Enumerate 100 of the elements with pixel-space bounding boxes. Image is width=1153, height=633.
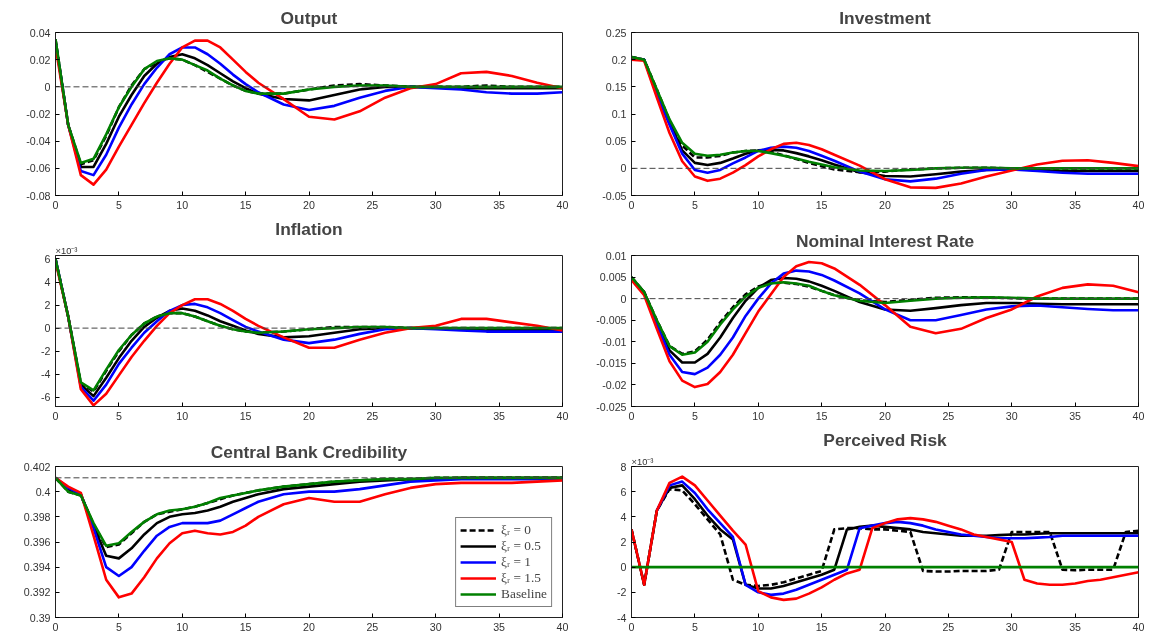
y-tick-label: 0.4	[35, 485, 51, 498]
x-tick-label: 15	[239, 620, 252, 633]
x-tick-label: 0	[628, 620, 635, 633]
y-tick-label: -0.02	[602, 378, 627, 391]
x-tick-label: 0	[52, 409, 59, 422]
x-tick-label: 30	[1005, 198, 1018, 211]
x-tick-label: 35	[1069, 198, 1082, 211]
chart-title: Investment	[839, 7, 931, 28]
y-tick-label: -0.04	[26, 135, 51, 148]
y-tick-label: 2	[620, 536, 627, 548]
x-tick-label: 25	[366, 198, 379, 211]
x-tick-label: 0	[628, 409, 635, 422]
y-tick-label: -0.015	[596, 357, 627, 370]
y-tick-label: 0.02	[29, 53, 51, 66]
x-tick-label: 5	[115, 198, 122, 211]
chart-title: Inflation	[275, 218, 343, 239]
x-tick-label: 20	[879, 409, 891, 422]
legend-label: ξᵣ = 0.5	[501, 538, 541, 554]
y-tick-label: 0.2	[611, 53, 627, 66]
x-tick-label: 20	[303, 620, 315, 633]
y-tick-label: 2	[44, 299, 51, 312]
x-tick-label: 40	[556, 620, 569, 633]
y-tick-label: -4	[41, 368, 51, 381]
legend-label: ξᵣ = 0	[501, 522, 531, 538]
y-tick-label: -0.08	[26, 189, 51, 202]
x-tick-label: 30	[1005, 409, 1018, 422]
x-tick-label: 40	[1132, 620, 1145, 633]
y-tick-label: -0.02	[26, 108, 51, 120]
y-tick-label: 0.39	[29, 611, 51, 624]
y-tick-label: 0.392	[23, 586, 51, 599]
y-tick-label: 0.25	[605, 26, 627, 39]
y-tick-label: -4	[617, 611, 627, 624]
x-tick-label: 30	[429, 409, 442, 422]
x-tick-label: 40	[556, 198, 569, 211]
chart-title: Central Bank Credibility	[210, 441, 408, 462]
y-tick-label: 0	[620, 162, 627, 175]
x-tick-label: 20	[303, 198, 315, 211]
x-tick-label: 5	[691, 620, 698, 633]
chart-title: Perceived Risk	[823, 429, 948, 450]
x-tick-label: 40	[1132, 198, 1145, 211]
x-tick-label: 20	[879, 620, 891, 633]
annotation: ×10⁻³	[631, 456, 654, 467]
y-tick-label: 6	[44, 252, 51, 265]
y-tick-label: 0.1	[611, 108, 627, 120]
y-tick-label: 0.398	[23, 510, 51, 523]
x-tick-label: 25	[366, 409, 379, 422]
x-tick-label: 10	[752, 198, 765, 211]
x-tick-label: 40	[1132, 409, 1145, 422]
x-tick-label: 30	[1005, 620, 1018, 633]
y-tick-label: 0.005	[599, 271, 627, 284]
y-tick-label: 0	[44, 80, 51, 93]
y-tick-label: 0.05	[605, 135, 627, 148]
x-tick-label: 35	[1069, 409, 1082, 422]
x-tick-label: 35	[493, 198, 506, 211]
x-tick-label: 25	[942, 409, 955, 422]
chart-title: Output	[280, 7, 338, 28]
chart-title: Nominal Interest Rate	[795, 230, 975, 251]
y-tick-label: -0.005	[596, 314, 627, 327]
x-tick-label: 30	[429, 620, 442, 633]
y-tick-label: 6	[620, 485, 627, 498]
y-tick-label: -2	[41, 345, 51, 358]
x-tick-label: 0	[52, 620, 59, 633]
x-tick-label: 10	[176, 620, 189, 633]
legend-label: Baseline	[501, 586, 547, 602]
x-tick-label: 10	[752, 620, 765, 633]
x-tick-label: 10	[752, 409, 765, 422]
x-tick-label: 25	[942, 198, 955, 211]
x-tick-label: 5	[691, 409, 698, 422]
y-tick-label: 0.394	[23, 561, 51, 574]
y-tick-label: 0.01	[605, 249, 627, 262]
x-tick-label: 5	[691, 198, 698, 211]
y-tick-label: -0.025	[596, 400, 627, 413]
y-tick-label: 8	[620, 460, 627, 473]
y-tick-label: -0.01	[602, 335, 627, 348]
x-tick-label: 15	[815, 409, 828, 422]
y-tick-label: 0	[44, 322, 51, 335]
text: ×10⁻³	[55, 245, 78, 256]
x-tick-label: 30	[429, 198, 442, 211]
y-tick-label: 0.04	[29, 26, 51, 39]
y-tick-label: -0.05	[602, 189, 627, 202]
y-tick-label: -6	[41, 391, 51, 404]
y-tick-label: 4	[44, 276, 51, 289]
y-tick-label: -0.06	[26, 162, 51, 175]
x-tick-label: 35	[1069, 620, 1082, 633]
x-tick-label: 15	[239, 198, 252, 211]
x-tick-label: 15	[239, 409, 252, 422]
x-tick-label: 15	[815, 620, 828, 633]
x-tick-label: 25	[942, 620, 955, 633]
x-tick-label: 20	[303, 409, 315, 422]
y-tick-label: -2	[617, 586, 627, 599]
x-tick-label: 35	[493, 620, 506, 633]
x-tick-label: 15	[815, 198, 828, 211]
x-tick-label: 35	[493, 409, 506, 422]
y-tick-label: 0.396	[23, 536, 51, 548]
x-tick-label: 10	[176, 198, 189, 211]
x-tick-label: 0	[628, 198, 635, 211]
x-tick-label: 5	[115, 409, 122, 422]
y-tick-label: 0.402	[23, 460, 51, 473]
x-tick-label: 10	[176, 409, 189, 422]
y-tick-label: 0.15	[605, 80, 627, 93]
